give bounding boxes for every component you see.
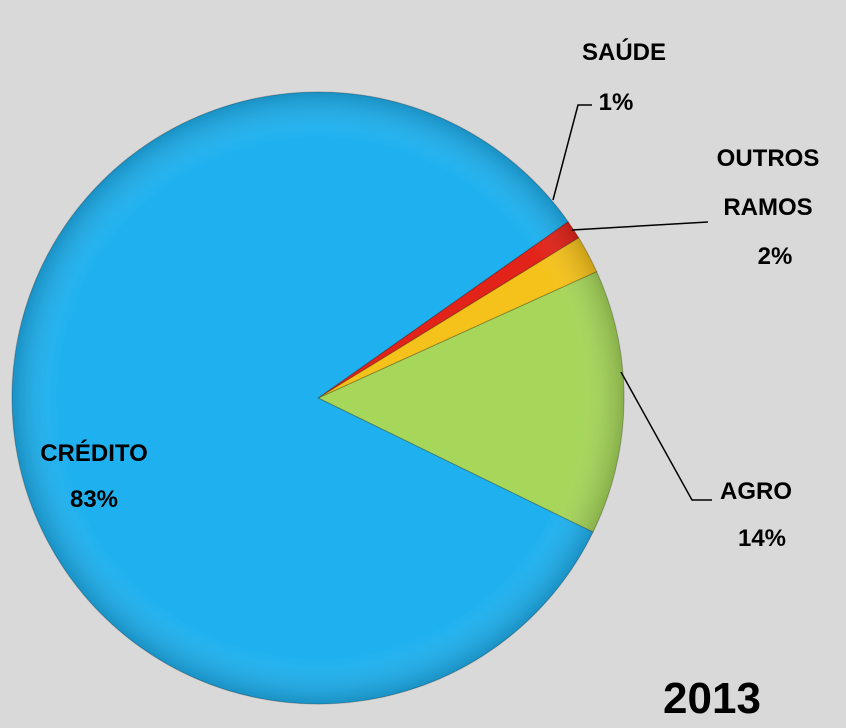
label-credito-name: CRÉDITO <box>40 439 148 467</box>
label-credito-value: 83% <box>70 486 118 513</box>
label-saude-name: SAÚDE <box>582 38 666 66</box>
label-outros-ramos-line2: RAMOS <box>723 194 812 221</box>
label-outros-ramos-value: 2% <box>758 243 793 270</box>
label-outros-ramos-line1: OUTROS <box>717 145 820 172</box>
leader-line-agro <box>620 371 712 501</box>
leader-line-saude <box>552 104 592 201</box>
leader-line-outros-ramos <box>571 221 709 231</box>
label-saude-value: 1% <box>599 89 634 116</box>
label-agro-name: AGRO <box>720 478 792 505</box>
pie-slices <box>11 91 625 705</box>
label-agro-value: 14% <box>738 525 786 552</box>
year-label: 2013 <box>663 674 761 723</box>
